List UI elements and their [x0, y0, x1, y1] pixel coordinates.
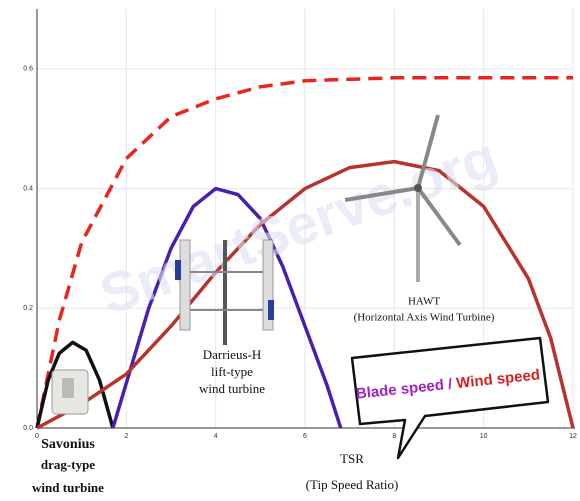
annotation: (Horizontal Axis Wind Turbine)	[354, 312, 495, 324]
annotation: drag-type	[41, 457, 95, 472]
annotation: Darrieus-H	[203, 347, 261, 362]
y-tick-label: 0.4	[23, 185, 33, 192]
savonius-label: Savonius drag-type wind turbine	[32, 437, 104, 495]
x-axis-title: TSR	[340, 451, 364, 466]
y-tick-label: 0.2	[23, 305, 33, 312]
x-tick-label: 8	[392, 433, 396, 440]
savonius-illustration	[52, 370, 88, 414]
chart: 0.00.20.40.6024681012 SmartServe.org Sav…	[0, 0, 580, 501]
y-tick-label: 0.0	[23, 425, 33, 432]
x-axis-title: (Tip Speed Ratio)	[306, 477, 399, 492]
annotation: Savonius	[41, 437, 95, 452]
x-tick-label: 12	[569, 433, 577, 440]
annotation: wind turbine	[199, 381, 265, 396]
y-tick-label: 0.6	[23, 66, 33, 73]
x-tick-label: 10	[480, 433, 488, 440]
annotation: HAWT	[408, 296, 440, 308]
annotation: wind turbine	[32, 480, 104, 495]
annotation: lift-type	[211, 364, 253, 379]
x-tick-label: 4	[214, 433, 218, 440]
x-tick-label: 6	[303, 433, 307, 440]
x-tick-label: 0	[35, 433, 39, 440]
x-tick-label: 2	[124, 433, 128, 440]
